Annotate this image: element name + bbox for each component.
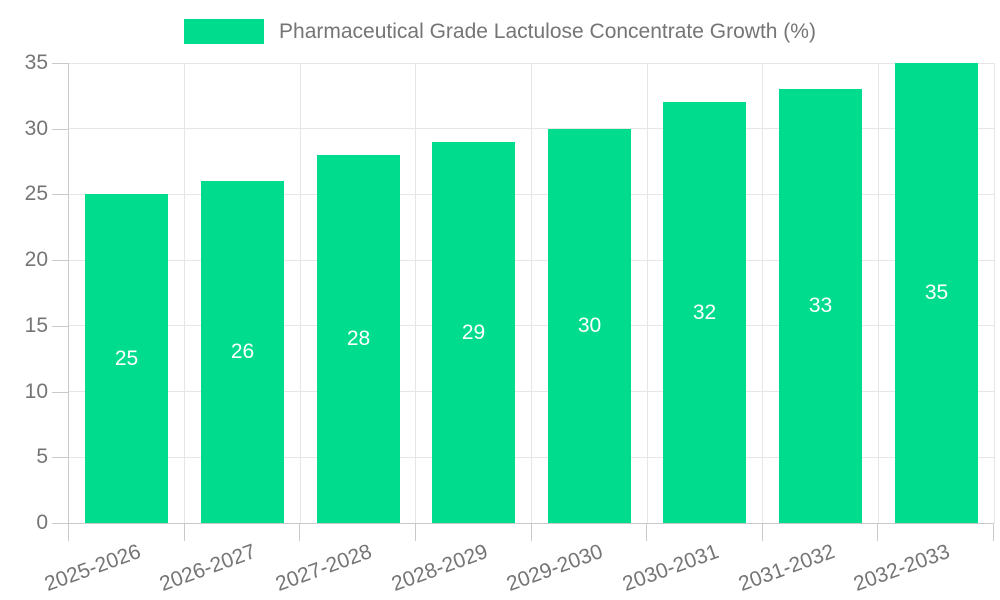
v-gridline — [415, 63, 417, 523]
y-axis-tick — [52, 194, 68, 196]
x-axis-tick-label: 2028-2029 — [388, 540, 491, 596]
legend: Pharmaceutical Grade Lactulose Concentra… — [0, 19, 1000, 44]
y-axis-tick — [52, 457, 68, 459]
v-gridline — [993, 63, 995, 523]
x-axis-tick-label: 2031-2032 — [735, 540, 838, 596]
y-axis-tick-label: 10 — [24, 379, 48, 403]
x-axis-tick-label: 2027-2028 — [272, 540, 375, 596]
x-axis-tick-label: 2025-2026 — [41, 540, 144, 596]
x-axis-tick — [530, 524, 532, 541]
y-axis-tick-label: 15 — [24, 313, 48, 337]
y-axis-tick — [52, 260, 68, 262]
v-gridline — [184, 63, 186, 523]
bar-value-label: 25 — [114, 346, 139, 370]
bar-value-label: 30 — [577, 314, 602, 337]
bar-value-label: 35 — [924, 281, 949, 304]
plot-area: 25 26 28 29 30 32 33 35 — [68, 62, 995, 524]
y-axis-tick-label: 35 — [24, 51, 48, 74]
y-axis-tick — [52, 325, 68, 327]
x-axis-tick — [68, 524, 69, 541]
bar-value-label: 28 — [346, 327, 371, 350]
x-axis-tick-label: 2032-2033 — [850, 540, 954, 596]
x-axis-tick — [877, 524, 879, 541]
bar-value-label: 32 — [692, 300, 717, 324]
bar: 30 — [548, 129, 631, 523]
y-axis-tick — [52, 523, 68, 524]
v-gridline — [299, 63, 301, 523]
x-axis-tick — [299, 524, 301, 541]
x-axis-tick — [761, 524, 763, 541]
y-axis-tick-label: 25 — [24, 182, 48, 206]
y-axis-tick — [52, 63, 68, 64]
x-axis-tick — [414, 524, 416, 541]
bar: 32 — [663, 102, 746, 523]
bar: 33 — [779, 89, 862, 523]
bar-value-label: 29 — [461, 320, 486, 344]
v-gridline — [646, 63, 648, 523]
x-axis-tick-label: 2029-2030 — [503, 540, 607, 596]
y-axis-tick-label: 5 — [36, 445, 48, 469]
x-axis-tick-label: 2030-2031 — [619, 540, 722, 596]
v-gridline — [762, 63, 764, 523]
bar-value-label: 33 — [808, 294, 833, 317]
bar: 28 — [317, 155, 400, 523]
x-axis-tick — [183, 524, 185, 541]
y-axis-tick-label: 20 — [24, 248, 48, 272]
y-axis-tick-label: 30 — [24, 116, 48, 140]
y-axis-tick-label: 0 — [36, 511, 48, 534]
bar: 35 — [895, 63, 978, 523]
legend-label: Pharmaceutical Grade Lactulose Concentra… — [279, 20, 816, 43]
bar: 25 — [85, 194, 168, 523]
y-axis-tick — [52, 391, 68, 393]
x-axis-tick-label: 2026-2027 — [157, 540, 260, 596]
v-gridline — [531, 63, 532, 523]
bar: 29 — [432, 142, 515, 523]
legend-swatch — [184, 19, 265, 44]
v-gridline — [877, 63, 879, 523]
x-axis-tick — [646, 524, 648, 541]
bar: 26 — [201, 181, 284, 523]
y-axis-tick — [52, 128, 68, 130]
x-axis-tick — [993, 524, 994, 541]
bar-value-label: 26 — [230, 340, 255, 363]
